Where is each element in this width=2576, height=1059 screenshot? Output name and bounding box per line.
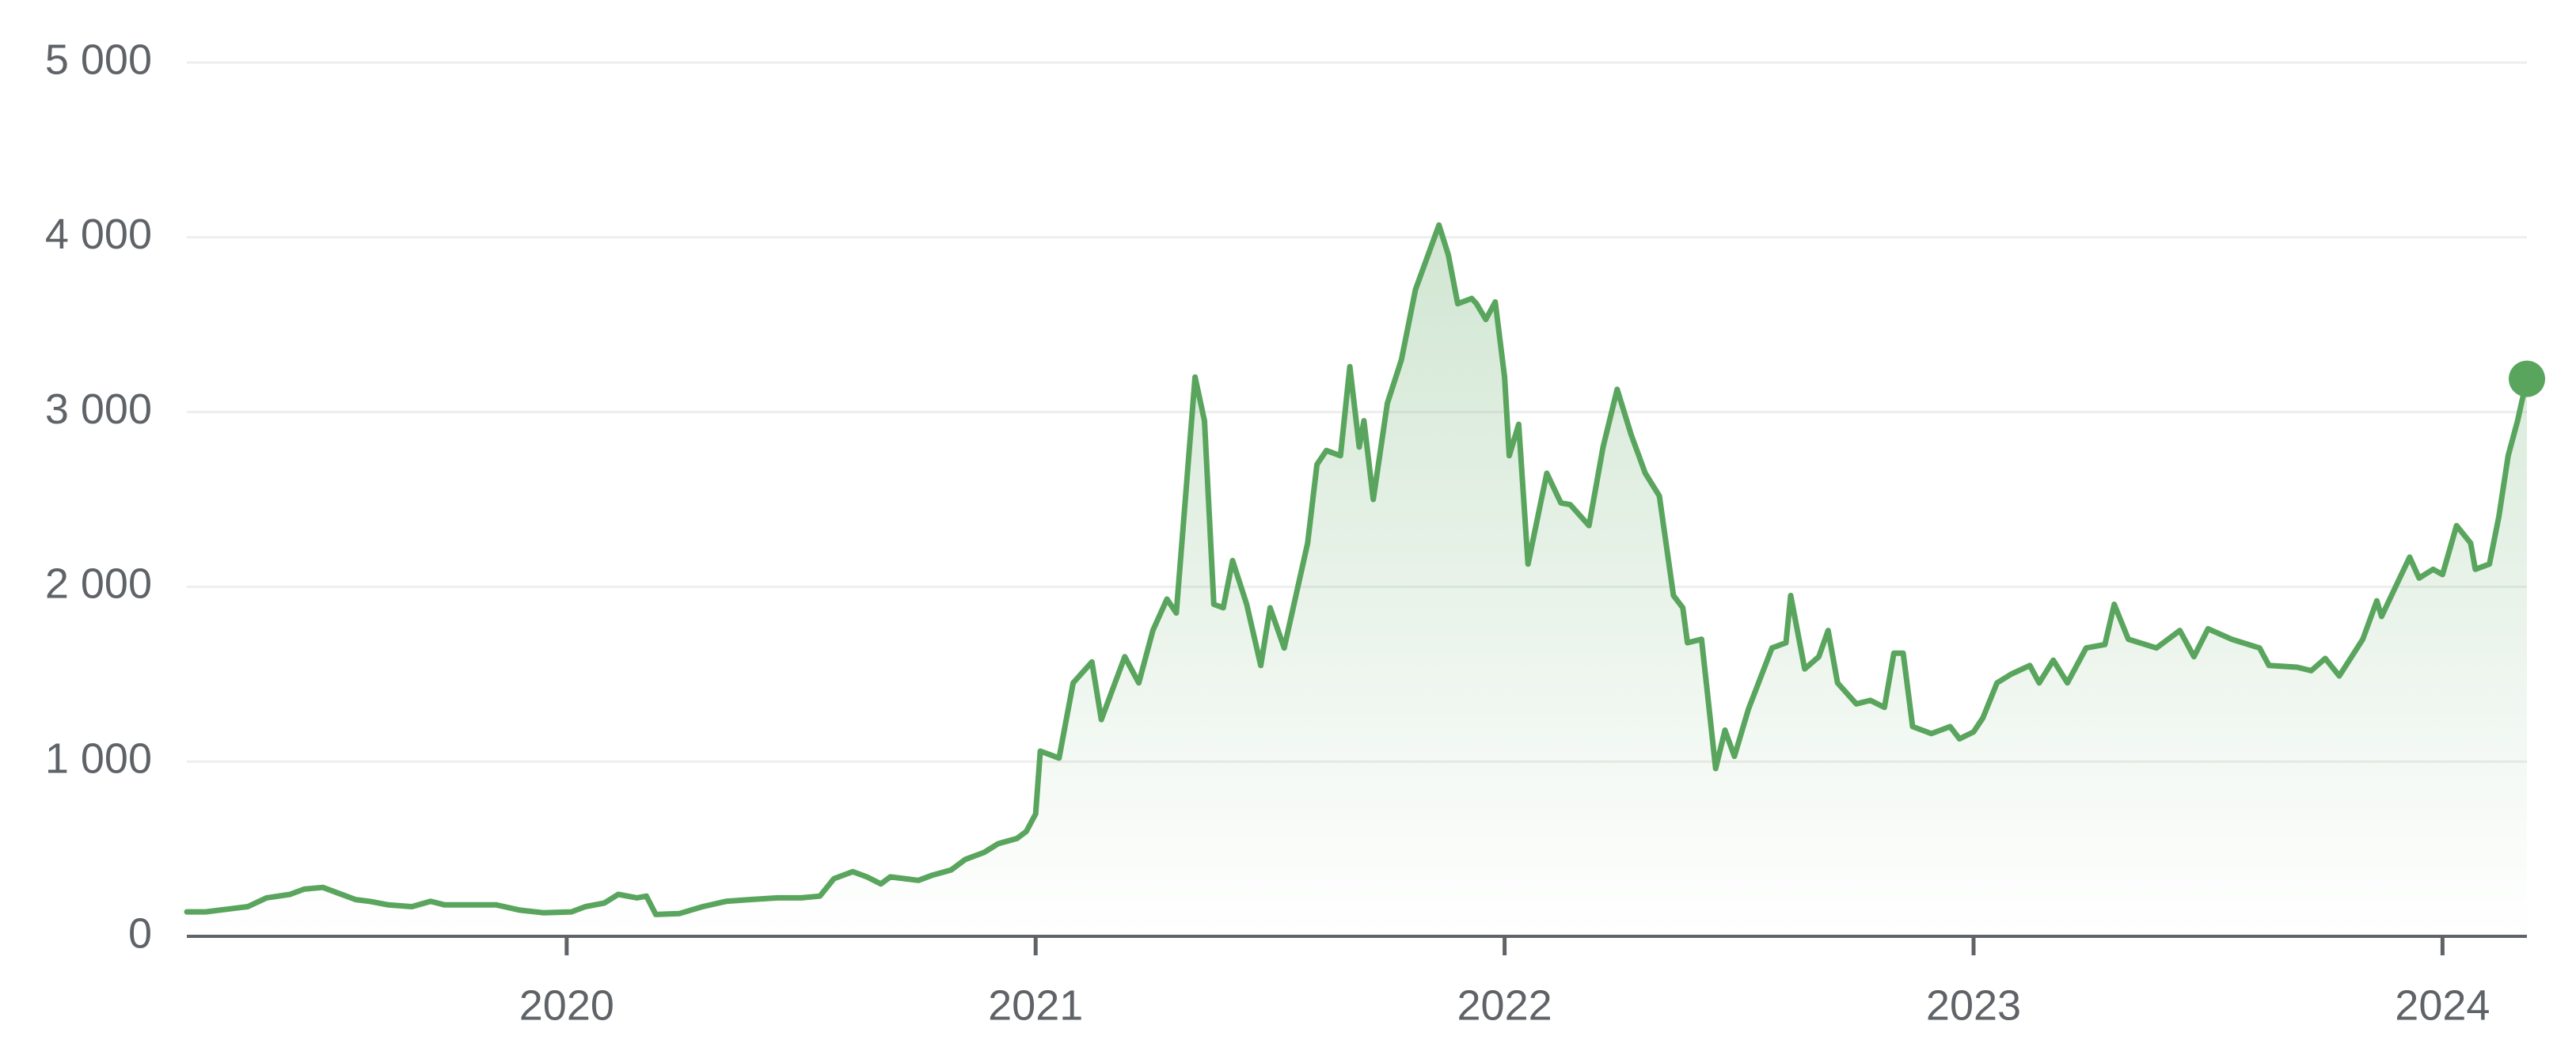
x-tick-label: 2023 [1926,981,2021,1029]
plot [184,222,2545,936]
y-tick-label: 1 000 [45,734,152,782]
price-line [184,222,2530,917]
axes: 0 1 000 2 000 3 000 4 000 5 000 2020 2021 2022 20… [45,36,2527,1029]
x-tick-label: 2022 [1457,981,1552,1029]
y-tick-label: 3 000 [45,385,152,433]
y-tick-label: 2 000 [45,560,152,608]
y-tick-label: 0 [128,909,152,957]
last-point [2509,360,2545,397]
x-tick-label: 2020 [519,981,614,1029]
area-fill [187,225,2527,936]
y-tick-label: 5 000 [45,36,152,83]
x-tick-label: 2021 [988,981,1083,1029]
y-tick-label: 4 000 [45,211,152,258]
x-tick-label: 2024 [2395,981,2490,1029]
